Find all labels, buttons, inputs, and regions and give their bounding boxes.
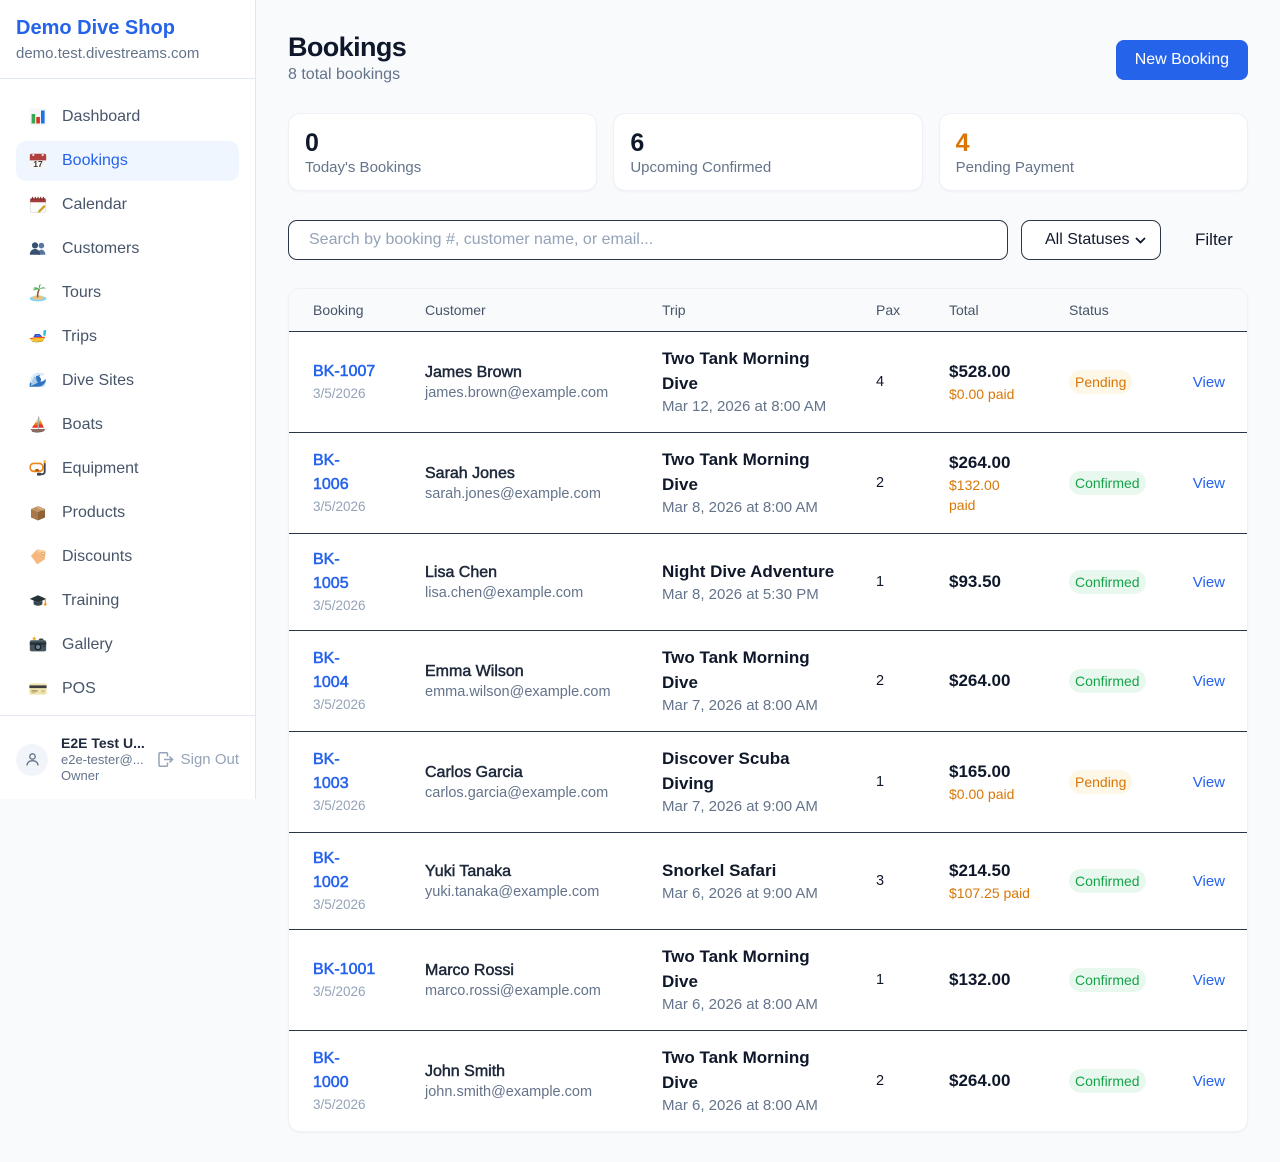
svg-text:17: 17 (33, 159, 43, 169)
